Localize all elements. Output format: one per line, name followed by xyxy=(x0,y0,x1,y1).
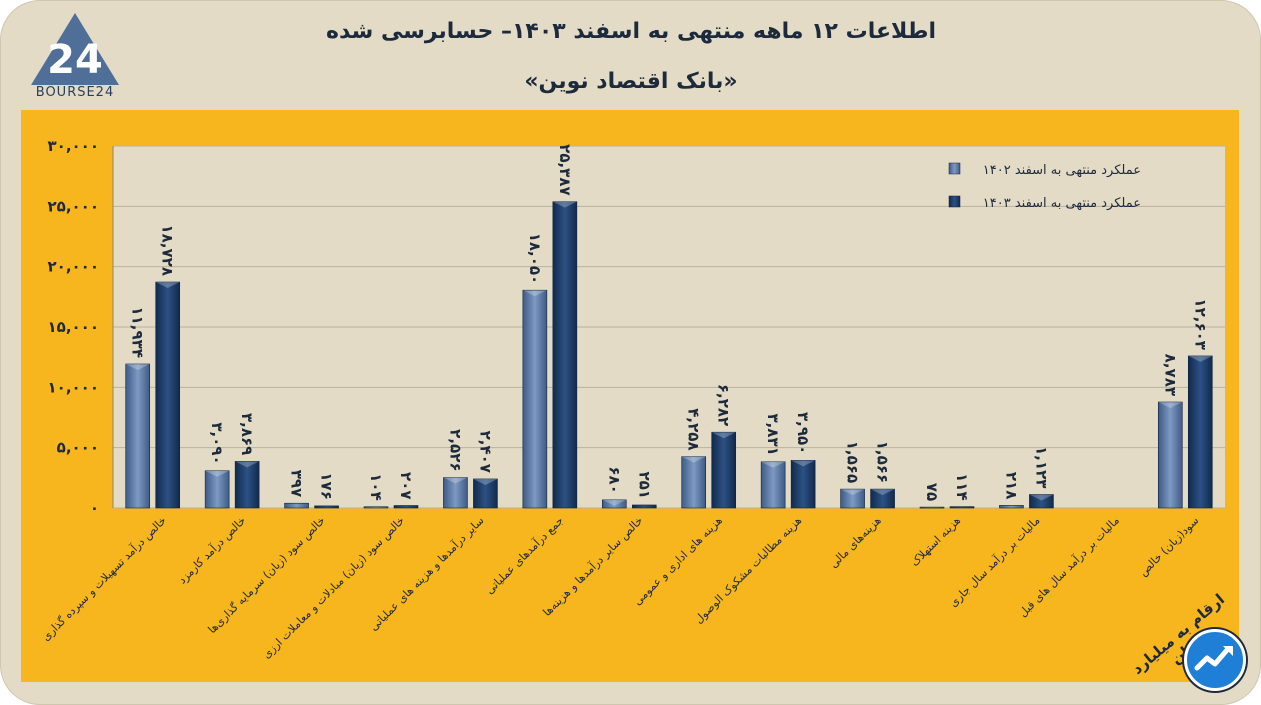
y-tick-label: ۲۵,۰۰۰ xyxy=(48,197,99,215)
bourse24-logo-icon: 24 xyxy=(25,9,125,103)
x-tick-label: خالص درآمد کارمزد xyxy=(175,513,248,586)
bar-1403 xyxy=(552,201,578,509)
data-label: ۶۸۰ xyxy=(605,466,623,493)
bar-1402 xyxy=(443,477,468,509)
data-label: ۴,۲۵۸ xyxy=(685,408,703,450)
bar-bevel xyxy=(1029,494,1054,501)
x-tick-label: سود(زیان) خالص xyxy=(1137,514,1202,579)
bar-bevel xyxy=(473,478,498,485)
data-label: ۲۵۱ xyxy=(635,472,653,499)
bar-1402 xyxy=(681,456,707,509)
bar-bevel xyxy=(602,499,627,506)
bar-bevel xyxy=(1188,355,1213,362)
data-label: ۳,۸۳۱ xyxy=(764,413,782,455)
bar-bevel xyxy=(791,460,816,467)
page-title: اطلاعات ۱۲ ماهه منتهی به اسفند ۱۴۰۳– حسا… xyxy=(325,19,937,44)
bar-bevel xyxy=(711,432,736,439)
legend-label: عملکرد منتهی به اسفند ۱۴۰۳ xyxy=(983,196,1141,211)
bar-1402 xyxy=(1157,401,1183,509)
y-tick-label: ۱۵,۰۰۰ xyxy=(48,318,99,336)
data-label: ۳,۸۶۹ xyxy=(238,413,256,455)
x-tick-label: جمع درآمدهای عملیاتی xyxy=(482,513,566,597)
bar-1402 xyxy=(919,506,945,509)
y-tick-label: ۵,۰۰۰ xyxy=(57,439,99,457)
bar-1402 xyxy=(760,461,786,509)
x-tick-label: خالص سود (زیان) مبادلات و معاملات ارزی xyxy=(260,514,407,661)
logo-mark: 24 xyxy=(47,37,103,83)
y-tick-label: ۳۰,۰۰۰ xyxy=(48,137,99,155)
bar-1403 xyxy=(790,460,816,509)
data-label: ۷۵ xyxy=(923,483,941,501)
data-label: ۲۵,۳۸۷ xyxy=(556,144,574,195)
bar-1402 xyxy=(601,499,627,509)
bar-bevel xyxy=(155,282,180,289)
bar-chart: ۰ ۵,۰۰۰ ۱۰,۰۰۰ ۱۵,۰۰۰ ۲۰,۰۰۰ ۲۵,۰۰۰ ۳۰,۰۰۰ ۱۱,… xyxy=(39,137,1225,661)
bar-bevel xyxy=(681,456,706,463)
bar-bevel xyxy=(761,461,786,468)
data-label: ۲,۴۰۷ xyxy=(476,431,494,473)
data-label: ۲۰۷ xyxy=(397,472,415,499)
bar-1403 xyxy=(870,488,895,509)
bar-1402 xyxy=(522,289,548,509)
bar-1403 xyxy=(234,461,260,509)
data-label: ۱,۵۶۵ xyxy=(844,441,862,483)
data-label: ۱۲,۶۰۳ xyxy=(1191,298,1209,349)
data-label: ۳۹۷ xyxy=(288,470,306,497)
trend-chart-badge-icon xyxy=(1184,629,1246,691)
bar-1403 xyxy=(473,478,498,509)
data-label: ۱۱۴ xyxy=(953,473,971,500)
bar-1403 xyxy=(1187,355,1213,509)
data-label: ۳,۰۹۰ xyxy=(208,422,226,464)
bar-1403 xyxy=(949,506,975,509)
bar-bevel xyxy=(870,489,895,496)
x-tick-label: هزینه استهلاک xyxy=(908,514,963,569)
x-tick-label: هزینه‌های مالی xyxy=(827,514,884,571)
data-label: ۱۱,۹۳۴ xyxy=(129,307,147,358)
legend-label: عملکرد منتهی به اسفند ۱۴۰۲ xyxy=(983,163,1141,178)
data-label: ۱۸,۰۵۰ xyxy=(526,233,544,284)
x-tick-label: هزینه های اداری و عمومی xyxy=(631,514,725,608)
data-label: ۱۷۶ xyxy=(318,472,336,499)
legend-swatch xyxy=(948,195,961,208)
bar-1402 xyxy=(204,470,230,509)
data-label: ۳,۹۵۰ xyxy=(794,412,812,454)
logo-text: BOURSE24 xyxy=(35,85,115,100)
bar-1402 xyxy=(284,502,309,509)
page-subtitle: «بانک اقتصاد نوین» xyxy=(524,69,738,94)
data-label: ۱,۱۲۳ xyxy=(1032,446,1050,488)
bar-bevel xyxy=(205,470,230,477)
bar-1403 xyxy=(711,431,737,509)
y-tick-label: ۱۰,۰۰۰ xyxy=(48,378,99,396)
bar-1402 xyxy=(999,505,1024,509)
data-label: ۸,۷۸۳ xyxy=(1161,354,1179,396)
data-label: ۶,۲۸۲ xyxy=(715,384,733,426)
bar-1402 xyxy=(125,363,151,509)
legend-swatch xyxy=(948,162,961,175)
bar-1402 xyxy=(363,506,389,509)
data-label: ۲,۵۲۶ xyxy=(446,429,464,471)
data-label: ۱۸,۷۲۸ xyxy=(159,225,177,276)
y-tick-label: ۰ xyxy=(90,499,99,517)
bar-bevel xyxy=(552,201,577,208)
data-label: ۱,۵۶۶ xyxy=(874,441,892,483)
bar-bevel xyxy=(235,461,260,468)
bar-1403 xyxy=(155,281,181,509)
bar-bevel xyxy=(840,489,865,496)
y-tick-label: ۲۰,۰۰۰ xyxy=(48,258,99,276)
bar-bevel xyxy=(1158,402,1183,409)
x-tick-label: مالیات بر درآمد سال جاری xyxy=(946,513,1042,609)
bar-1403 xyxy=(631,504,657,509)
bar-1403 xyxy=(1029,494,1054,509)
bar-1403 xyxy=(314,505,339,509)
bar-bevel xyxy=(125,363,150,370)
bar-bevel xyxy=(443,477,468,484)
bar-1402 xyxy=(840,488,865,509)
bar-bevel xyxy=(522,290,547,297)
data-label: ۲۱۸ xyxy=(1002,472,1020,499)
bar-1403 xyxy=(393,505,419,509)
x-tick-label: خالص درآمد تسهیلات و سپرده گذاری xyxy=(39,513,169,643)
data-label: ۱۰۴ xyxy=(367,473,385,500)
